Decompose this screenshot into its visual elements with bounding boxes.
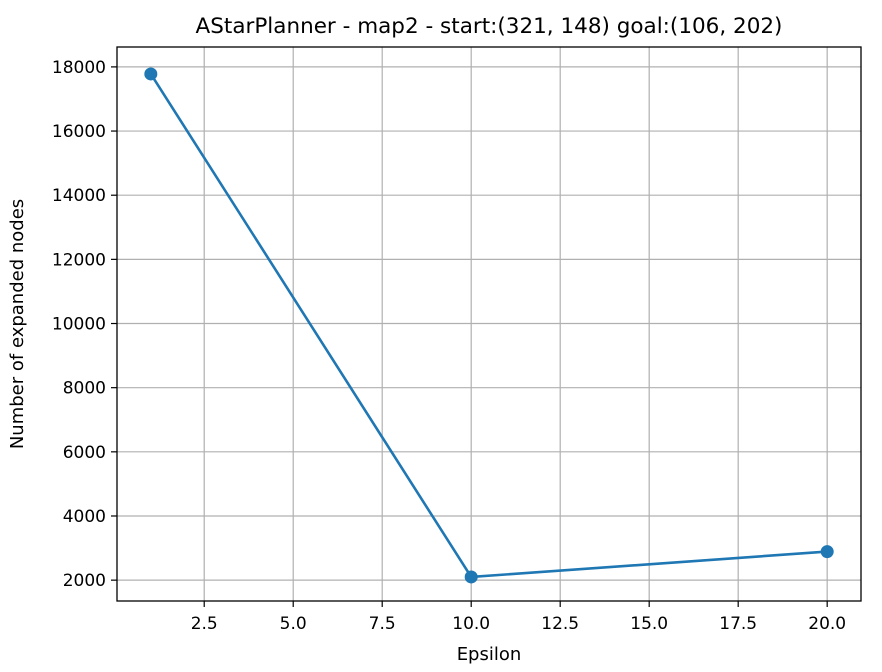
y-tick-label: 10000 [52, 315, 106, 335]
axes: 2.5 5.0 7.5 10.0 12.5 15.0 17.5 20.0 2000 4000 600… [52, 58, 846, 634]
y-tick-label: 16000 [52, 122, 106, 142]
chart-title: AStarPlanner - map2 - start:(321, 148) g… [196, 14, 783, 39]
x-tick-label: 2.5 [191, 614, 218, 634]
y-tick-label: 6000 [63, 443, 106, 463]
x-tick-label: 12.5 [541, 614, 579, 634]
y-tick-label: 18000 [52, 58, 106, 78]
x-tick-label: 20.0 [808, 614, 846, 634]
y-tick-label: 12000 [52, 250, 106, 270]
y-axis-label: Number of expanded nodes [7, 199, 28, 449]
y-tick-label: 14000 [52, 186, 106, 206]
data-point [820, 545, 834, 559]
data-point [144, 67, 158, 81]
x-axis-label: Epsilon [457, 644, 522, 665]
y-tick-label: 2000 [63, 571, 106, 591]
grid [117, 47, 861, 601]
data-point [464, 570, 478, 584]
x-tick-label: 7.5 [369, 614, 396, 634]
x-tick-label: 10.0 [452, 614, 490, 634]
y-tick-label: 8000 [63, 379, 106, 399]
x-tick-label: 5.0 [280, 614, 307, 634]
x-tick-label: 15.0 [630, 614, 668, 634]
x-tick-label: 17.5 [719, 614, 757, 634]
y-tick-label: 4000 [63, 507, 106, 527]
series-layer [144, 67, 834, 584]
